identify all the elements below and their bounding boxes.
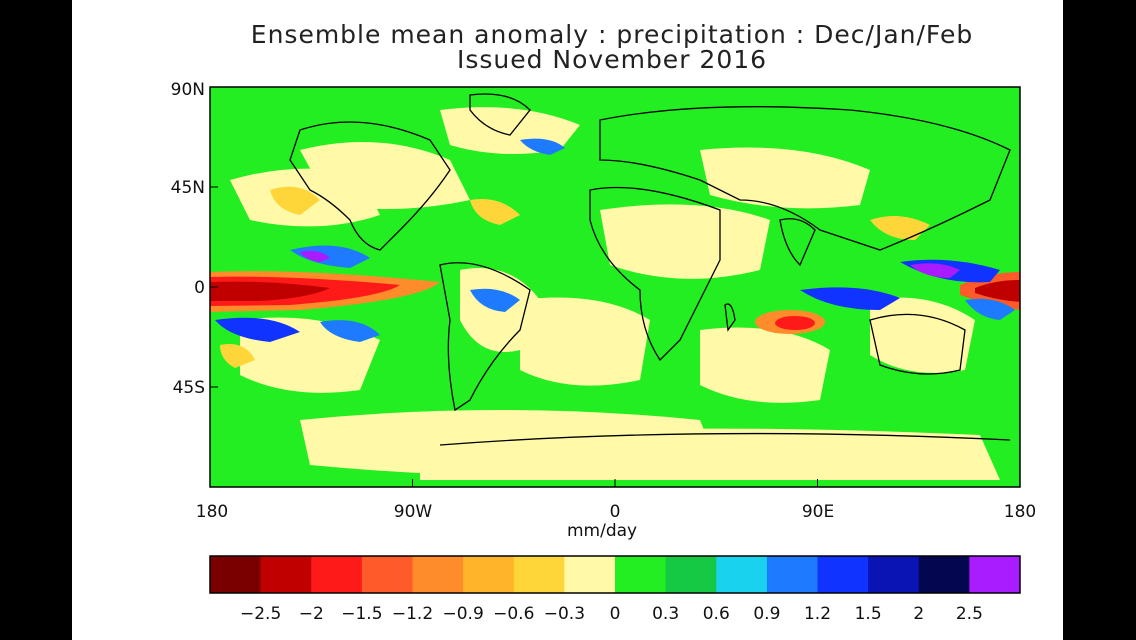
outline-south-america — [439, 262, 531, 412]
colorbar-swatch — [210, 556, 262, 593]
outline-india — [779, 218, 816, 267]
outline-madagascar — [724, 303, 736, 332]
colorbar-tick-label: −1.5 — [341, 604, 383, 624]
lat-label-0: 0 — [194, 278, 205, 298]
patch-blue-s-america — [470, 288, 520, 312]
lon-label-0: 0 — [609, 502, 621, 522]
colorbar-tick-label: 0.3 — [652, 604, 680, 624]
patch-orange-3 — [870, 216, 930, 240]
lat-label-45n: 45N — [170, 178, 205, 198]
outline-greenland — [469, 93, 531, 136]
patch-blue-s-pacific — [215, 317, 300, 342]
outline-eurasia — [599, 106, 1011, 251]
lon-label-180w: 180 — [195, 502, 229, 522]
patch-asia — [700, 147, 870, 209]
colorbar — [209, 555, 1021, 594]
outline-antarctica — [439, 432, 1011, 446]
colorbar-swatch — [260, 556, 312, 593]
lon-label-90w: 90W — [393, 502, 433, 522]
outline-africa — [589, 186, 721, 362]
colorbar-tick-label: 0.6 — [702, 604, 730, 624]
colorbar-tick-label: 0 — [609, 604, 621, 624]
colorbar-tick-label: −0.6 — [493, 604, 535, 624]
outline-north-america — [289, 121, 451, 251]
wet-anomaly-patches — [215, 138, 1015, 342]
colorbar-tick-label: 1.5 — [854, 604, 882, 624]
patch-s-atlantic — [520, 297, 650, 386]
patch-blue-atlantic — [520, 138, 565, 155]
colorbar-swatch — [463, 556, 515, 593]
patch-orange-1 — [270, 186, 320, 215]
lon-label-180e: 180 — [1003, 502, 1037, 522]
patch-blue-s-pacific-2 — [320, 320, 380, 342]
colorbar-tick-label: 2 — [913, 604, 925, 624]
colorbar-swatch — [513, 556, 565, 593]
colorbar-swatch — [918, 556, 970, 593]
patch-blue-indian — [800, 287, 900, 310]
colorbar-swatch — [361, 556, 413, 593]
colorbar-tick-label: −2.5 — [239, 604, 282, 624]
patch-blue-australia — [965, 298, 1015, 320]
patch-australia — [870, 297, 975, 373]
colorbar-tick-label: 0.9 — [753, 604, 781, 624]
patch-sahara — [600, 204, 770, 279]
colorbar-swatch — [564, 556, 616, 593]
moderate-dry-patches — [220, 186, 930, 368]
colorbar-swatch — [969, 556, 1021, 593]
patch-purple-w-pacific — [300, 250, 330, 262]
colorbar-swatch — [412, 556, 464, 593]
colorbar-tick-label: −0.3 — [543, 604, 586, 624]
chart-subtitle: Issued November 2016 — [456, 45, 768, 74]
patch-n-america — [300, 142, 470, 209]
indian-ocean-dry-patch — [755, 310, 825, 334]
precip-anomaly-field — [210, 87, 1020, 487]
colorbar-swatch — [311, 556, 363, 593]
patch-antarctic — [420, 428, 1000, 480]
colorbar-swatch — [615, 556, 667, 593]
colorbar-border — [209, 555, 1021, 594]
patch-purple-maritime — [910, 263, 960, 278]
pacific-dry-tongue — [210, 271, 1020, 312]
colorbar-swatch — [868, 556, 920, 593]
lat-label-90n: 90N — [170, 80, 205, 100]
units-label: mm/day — [567, 521, 638, 541]
lat-label-45s: 45S — [172, 378, 205, 398]
colorbar-swatch — [716, 556, 768, 593]
colorbar-tick-label: −0.9 — [442, 604, 484, 624]
colorbar-swatch — [766, 556, 818, 593]
colorbar-swatch — [817, 556, 869, 593]
outline-australia — [869, 313, 966, 375]
colorbar-tick-label: −2 — [298, 604, 324, 624]
colorbar-tick-label: 2.5 — [955, 604, 983, 624]
patch-orange-4 — [220, 344, 255, 368]
axis-ticks — [210, 86, 818, 487]
colorbar-swatch — [665, 556, 717, 593]
patch-orange-2 — [470, 199, 520, 225]
chart-title: Ensemble mean anomaly : precipitation : … — [250, 20, 974, 49]
lon-label-90e: 90E — [801, 502, 835, 522]
continent-outlines — [289, 93, 1011, 446]
colorbar-tick-label: −1.2 — [391, 604, 434, 624]
colorbar-tick-label: 1.2 — [803, 604, 832, 624]
patch-indian — [700, 327, 830, 403]
